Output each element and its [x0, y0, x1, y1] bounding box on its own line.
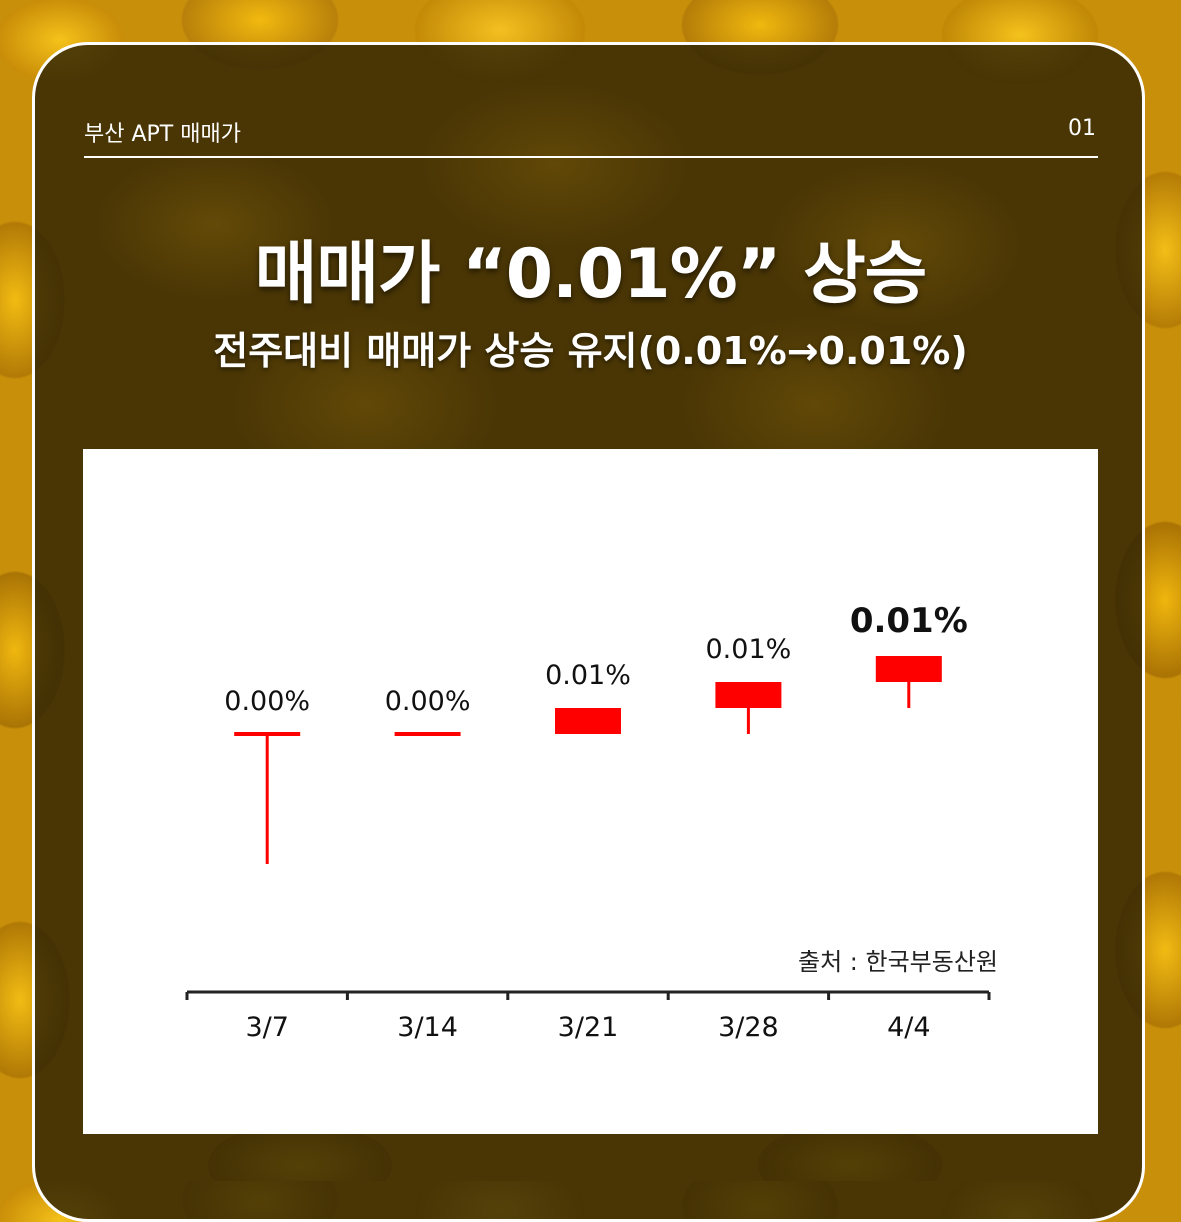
- data-label: 0.01%: [850, 601, 968, 641]
- candle-body: [555, 708, 621, 734]
- chart-panel: 0.00% 3/7 0.00% 3/14 0.01% 3/21 0.01% 3/28 0.01%…: [83, 449, 1098, 1134]
- candlestick-chart: 0.00% 3/7 0.00% 3/14 0.01% 3/21 0.01% 3/28 0.01%…: [185, 601, 991, 1043]
- header-label: 부산 APT 매매가: [84, 122, 241, 147]
- data-label: 0.00%: [385, 686, 471, 717]
- x-tick-label: 3/21: [558, 1012, 619, 1043]
- main-title: 매매가 “0.01%” 상승: [254, 235, 927, 314]
- page-number: 01: [1068, 116, 1096, 141]
- x-tick-label: 3/14: [397, 1012, 458, 1043]
- sub-title: 전주대비 매매가 상승 유지(0.01%→0.01%): [213, 329, 968, 373]
- candle-body: [875, 656, 942, 682]
- x-tick-label: 4/4: [887, 1012, 930, 1043]
- data-label: 0.01%: [545, 660, 631, 691]
- data-label: 0.00%: [224, 686, 310, 717]
- header-divider: [84, 156, 1098, 158]
- source-note: 출처 : 한국부동산원: [798, 948, 998, 976]
- x-tick-label: 3/7: [245, 1012, 288, 1043]
- data-label: 0.01%: [706, 634, 792, 665]
- x-tick-label: 3/28: [718, 1012, 779, 1043]
- candle-body: [715, 682, 782, 708]
